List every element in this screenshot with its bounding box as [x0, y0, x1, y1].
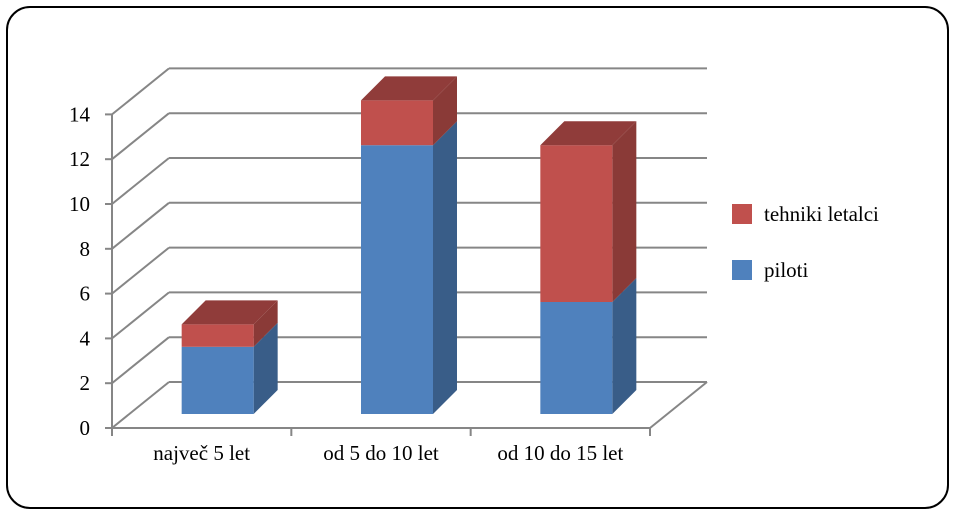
chart-frame — [6, 6, 949, 509]
bar-side-face — [612, 278, 637, 414]
gridline-side — [111, 336, 170, 384]
y-tick-label: 2 — [80, 371, 91, 395]
bar-segment-tehniki-letalci — [540, 121, 637, 302]
x-tick-label: od 5 do 10 let — [323, 441, 439, 465]
y-tick-label: 0 — [80, 416, 91, 440]
bar-top-face — [181, 300, 278, 325]
axes — [105, 113, 651, 436]
gridline-side — [111, 67, 170, 116]
gridline-side — [111, 202, 170, 250]
bar-top-face — [361, 76, 457, 101]
floor-right-edge — [649, 381, 708, 429]
bar-top-face — [540, 121, 637, 146]
y-tick-label: 8 — [80, 237, 91, 261]
bars — [181, 76, 637, 414]
gridline-side — [111, 157, 170, 205]
bar-side-face — [433, 76, 457, 146]
x-tick-label: od 10 do 15 let — [497, 441, 623, 465]
bar-segment-piloti — [540, 278, 637, 414]
bar-front-face — [181, 324, 254, 347]
bar-segment-tehniki-letalci — [181, 300, 278, 347]
bar-segment-piloti — [361, 121, 457, 414]
bar-side-face — [433, 121, 457, 414]
x-tick-labels: največ 5 let od 5 do 10 let od 10 do 15 le… — [153, 441, 623, 465]
bar-front-face — [181, 346, 254, 414]
bar-front-face — [361, 145, 433, 414]
y-tick-label: 12 — [69, 147, 90, 171]
y-tick-label: 6 — [80, 282, 91, 306]
gridline-side — [111, 246, 170, 295]
bar-side-face — [612, 121, 637, 302]
legend: tehniki letalci piloti — [732, 202, 879, 282]
y-tick-labels: 0 2 4 6 8 10 12 14 — [69, 102, 91, 440]
bar-front-face — [540, 145, 613, 302]
legend-label: piloti — [764, 258, 809, 282]
floor-left-edge — [111, 381, 170, 429]
x-tick-label: največ 5 let — [153, 441, 250, 465]
bar-side-face — [253, 300, 278, 347]
gridline-side — [111, 112, 170, 160]
y-tick-label: 14 — [69, 102, 91, 126]
legend-swatch — [732, 204, 752, 224]
y-tick-label: 10 — [69, 192, 90, 216]
y-tick-label: 4 — [80, 326, 91, 350]
bar-front-face — [540, 302, 613, 414]
bar-side-face — [253, 322, 278, 414]
bar-front-face — [361, 100, 433, 146]
gridline-side — [111, 291, 170, 340]
legend-label: tehniki letalci — [764, 202, 879, 226]
bar-segment-piloti — [181, 322, 278, 414]
legend-swatch — [732, 260, 752, 280]
bar-segment-tehniki-letalci — [361, 76, 457, 146]
